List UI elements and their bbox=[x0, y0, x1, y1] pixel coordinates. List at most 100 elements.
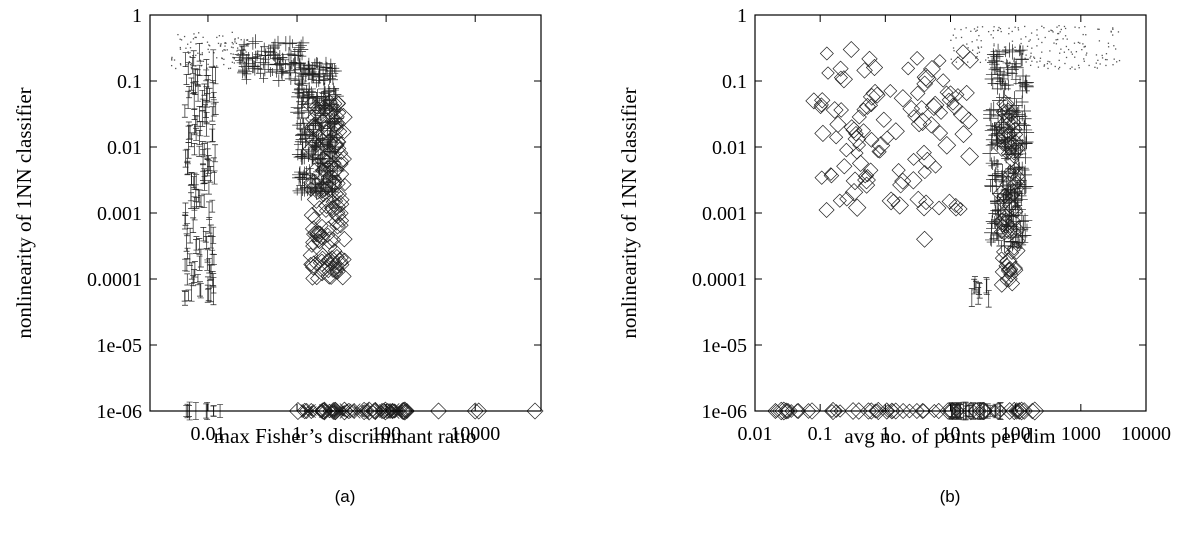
data-point-vertical-bar bbox=[985, 290, 992, 308]
data-point-diamond bbox=[918, 194, 934, 211]
data-point-tiny-dot bbox=[180, 39, 183, 41]
data-point-tiny-dot bbox=[1107, 46, 1110, 48]
data-point-diamond bbox=[332, 217, 349, 234]
data-point-diamond bbox=[305, 162, 324, 181]
data-point-tiny-dot bbox=[1078, 67, 1080, 69]
data-point-diamond bbox=[1008, 139, 1026, 157]
data-point-diamond bbox=[997, 187, 1014, 204]
data-point-tiny-dot bbox=[1101, 57, 1104, 59]
data-point-diamond bbox=[868, 86, 886, 104]
data-point-diamond bbox=[308, 98, 324, 115]
data-point-diamond bbox=[862, 88, 881, 106]
data-point-tiny-dot bbox=[1074, 68, 1076, 70]
data-point-plus bbox=[268, 62, 285, 78]
x-tick-label: 10 bbox=[941, 423, 961, 445]
data-point-diamond bbox=[931, 200, 947, 216]
x-tick-label: 1 bbox=[880, 423, 890, 445]
panel-label: (a) bbox=[335, 487, 356, 506]
data-point-vertical-bar bbox=[188, 172, 195, 185]
data-point-plus bbox=[1007, 91, 1022, 106]
data-point-plus bbox=[295, 39, 307, 52]
y-tick-label: 1e-05 bbox=[96, 335, 142, 357]
data-point-diamond bbox=[994, 251, 1009, 265]
data-point-tiny-dot bbox=[190, 41, 192, 43]
data-point-diamond bbox=[891, 163, 906, 178]
data-point-tiny-dot bbox=[975, 57, 977, 59]
data-point-diamond bbox=[836, 158, 853, 175]
data-point-tiny-dot bbox=[1060, 28, 1062, 31]
data-point-diamond bbox=[1009, 181, 1025, 196]
data-point-diamond bbox=[910, 85, 926, 102]
data-point-diamond bbox=[832, 193, 847, 208]
data-point-vertical-bar bbox=[187, 227, 194, 244]
data-point-plus bbox=[298, 117, 310, 129]
data-point-vertical-bar bbox=[209, 199, 216, 213]
data-point-tiny-dot bbox=[1037, 38, 1040, 40]
data-point-plus bbox=[324, 124, 337, 137]
data-point-tiny-dot bbox=[179, 38, 181, 40]
data-point-diamond bbox=[312, 227, 331, 246]
data-point-diamond bbox=[849, 402, 868, 420]
data-point-tiny-dot bbox=[230, 53, 232, 55]
data-point-plus bbox=[989, 172, 1003, 187]
data-point-tiny-dot bbox=[1033, 56, 1035, 58]
data-point-diamond bbox=[1024, 402, 1041, 420]
data-point-plus bbox=[282, 35, 298, 51]
data-point-diamond bbox=[319, 133, 339, 153]
data-point-plus bbox=[301, 146, 317, 161]
data-point-tiny-dot bbox=[970, 30, 972, 32]
data-point-diamond bbox=[999, 175, 1018, 194]
data-point-tiny-dot bbox=[1078, 27, 1080, 29]
data-point-diamond bbox=[860, 169, 875, 183]
data-point-diamond bbox=[951, 88, 965, 102]
data-point-diamond bbox=[890, 196, 909, 215]
data-point-plus bbox=[1010, 74, 1022, 85]
data-point-tiny-dot bbox=[1081, 48, 1083, 51]
data-point-vertical-bar bbox=[971, 276, 978, 291]
data-point-diamond bbox=[953, 201, 968, 217]
data-point-plus bbox=[329, 88, 342, 101]
data-point-tiny-dot bbox=[1104, 58, 1107, 61]
data-point-plus bbox=[286, 49, 296, 59]
data-point-diamond bbox=[894, 172, 912, 190]
data-point-vertical-bar bbox=[188, 262, 195, 280]
data-point-tiny-dot bbox=[232, 43, 234, 45]
data-point-diamond bbox=[871, 136, 891, 155]
data-point-diamond bbox=[328, 133, 347, 151]
data-point-diamond bbox=[333, 156, 349, 172]
data-point-tiny-dot bbox=[219, 44, 222, 46]
data-point-diamond bbox=[848, 198, 867, 217]
data-point-diamond bbox=[336, 230, 353, 248]
data-point-tiny-dot bbox=[1065, 45, 1068, 48]
data-point-tiny-dot bbox=[171, 56, 173, 59]
data-point-vertical-bar bbox=[210, 226, 217, 244]
data-point-tiny-dot bbox=[979, 61, 982, 64]
data-point-vertical-bar bbox=[204, 276, 211, 290]
data-point-plus bbox=[1008, 60, 1024, 76]
data-point-tiny-dot bbox=[1036, 45, 1038, 47]
data-point-tiny-dot bbox=[980, 40, 982, 42]
data-point-diamond bbox=[814, 124, 832, 142]
data-point-diamond bbox=[959, 111, 978, 130]
data-point-diamond bbox=[946, 98, 964, 116]
data-point-plus bbox=[297, 128, 308, 140]
data-point-diamond bbox=[303, 256, 319, 272]
data-point-tiny-dot bbox=[1041, 41, 1043, 44]
x-tick-label: 10000 bbox=[1121, 423, 1171, 445]
data-point-diamond bbox=[960, 147, 979, 166]
data-point-tiny-dot bbox=[1050, 29, 1052, 31]
data-point-diamond bbox=[1000, 125, 1018, 143]
data-point-plus bbox=[278, 66, 288, 76]
y-tick-label: 1e-06 bbox=[701, 401, 747, 423]
data-point-diamond bbox=[993, 276, 1010, 293]
data-point-diamond bbox=[326, 192, 344, 210]
data-point-tiny-dot bbox=[1005, 63, 1007, 65]
data-point-tiny-dot bbox=[1098, 28, 1100, 30]
data-point-diamond bbox=[319, 153, 335, 169]
data-point-tiny-dot bbox=[231, 41, 233, 44]
data-point-vertical-bar bbox=[192, 82, 199, 95]
data-point-tiny-dot bbox=[206, 67, 208, 69]
data-point-plus bbox=[318, 56, 334, 72]
data-point-diamond bbox=[323, 250, 341, 268]
data-point-diamond bbox=[895, 403, 912, 419]
